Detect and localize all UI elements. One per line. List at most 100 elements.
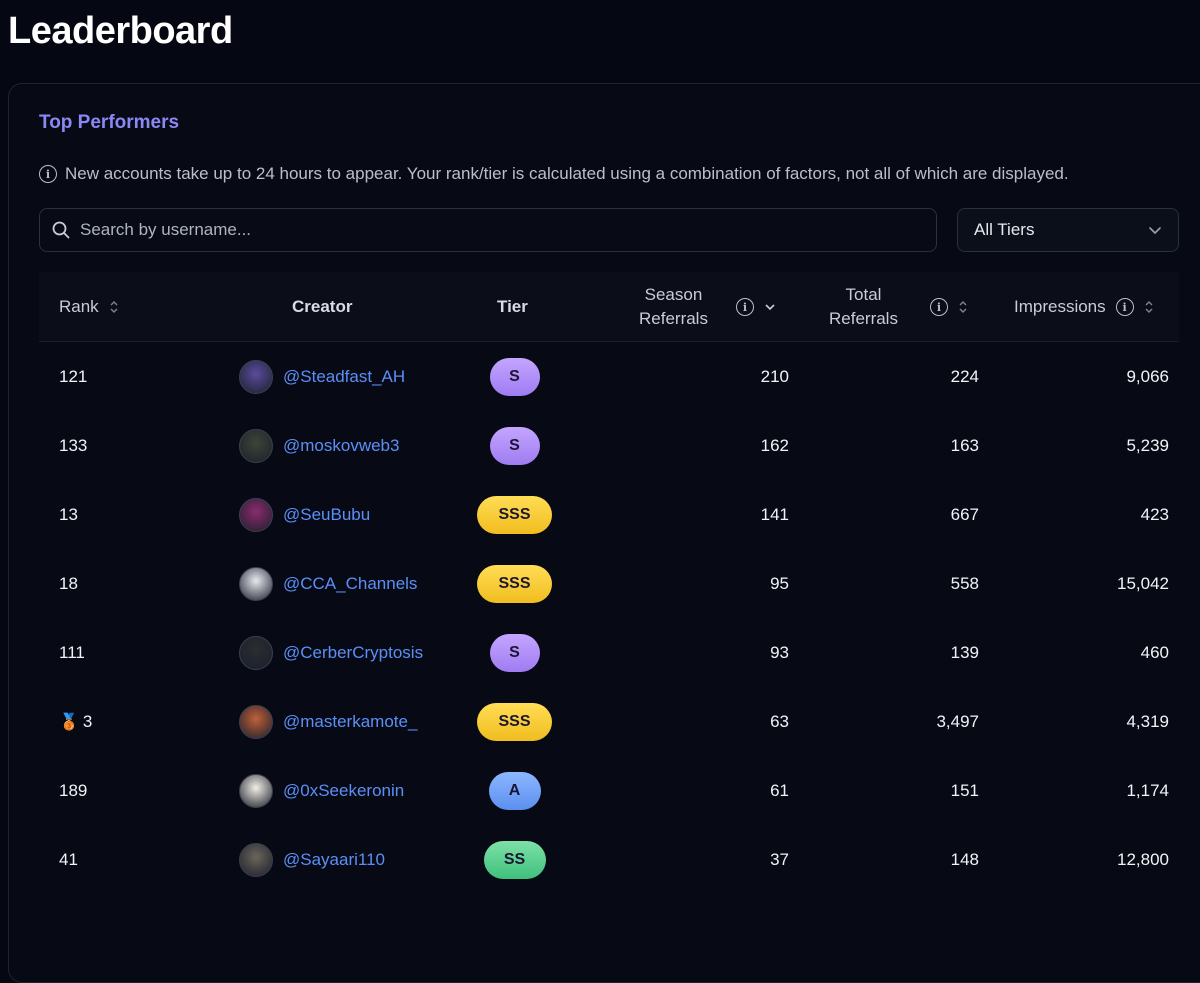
- tier-cell: SS: [477, 825, 552, 894]
- table-row[interactable]: 🥉 3 @masterkamote_ SSS 63 3,497 4,319: [39, 687, 1179, 756]
- creator-cell: @Sayaari110: [239, 825, 385, 894]
- impressions-value: 4,319: [1126, 711, 1169, 731]
- bronze-medal-icon: 🥉: [59, 713, 79, 731]
- header-season-line1: Season: [644, 285, 703, 304]
- tier-badge: SS: [483, 840, 546, 879]
- header-impressions[interactable]: Impressions i: [1014, 272, 1154, 342]
- creator-cell: @masterkamote_: [239, 687, 417, 756]
- table-row[interactable]: 41 @Sayaari110 SS 37 148 12,800: [39, 825, 1179, 894]
- table-row[interactable]: 13 @SeuBubu SSS 141 667 423: [39, 480, 1179, 549]
- table-row[interactable]: 111 @CerberCryptosis S 93 139 460: [39, 618, 1179, 687]
- tier-badge: S: [489, 357, 540, 396]
- tier-badge: A: [488, 771, 541, 810]
- search-icon: [52, 221, 70, 239]
- rank-cell: 121: [59, 342, 87, 411]
- table-row[interactable]: 133 @moskovweb3 S 162 163 5,239: [39, 411, 1179, 480]
- total-referrals-value: 224: [950, 366, 979, 386]
- sort-icon: [959, 301, 967, 313]
- creator-cell: @0xSeekeronin: [239, 756, 404, 825]
- avatar[interactable]: [239, 359, 273, 394]
- header-creator-label: Creator: [292, 297, 353, 316]
- creator-username-link[interactable]: @Sayaari110: [283, 849, 385, 869]
- header-creator: Creator: [292, 272, 352, 342]
- header-total-label: Total Referrals: [829, 283, 898, 331]
- avatar[interactable]: [239, 842, 273, 877]
- sort-icon: [1145, 301, 1153, 313]
- tier-cell: S: [477, 618, 552, 687]
- creator-username-link[interactable]: @SeuBubu: [283, 504, 371, 524]
- table-row[interactable]: 18 @CCA_Channels SSS 95 558 15,042: [39, 549, 1179, 618]
- avatar[interactable]: [239, 566, 273, 601]
- avatar[interactable]: [239, 428, 273, 463]
- impressions-value: 460: [1140, 642, 1169, 662]
- leaderboard-panel: Top Performers i New accounts take up to…: [8, 83, 1200, 983]
- creator-username-link[interactable]: @CCA_Channels: [283, 573, 418, 593]
- creator-cell: @CCA_Channels: [239, 549, 417, 618]
- total-referrals-value: 667: [950, 504, 979, 524]
- info-icon: i: [39, 165, 57, 183]
- search-input[interactable]: [80, 220, 900, 240]
- header-rank-label: Rank: [59, 297, 99, 316]
- tier-badge: SSS: [477, 702, 552, 741]
- rank-cell: 🥉 3: [59, 687, 92, 756]
- header-total-referrals[interactable]: Total Referrals i: [829, 272, 968, 342]
- season-referrals-value: 95: [770, 573, 789, 593]
- creator-username-link[interactable]: @masterkamote_: [283, 711, 418, 731]
- rank-value: 3: [82, 711, 93, 731]
- impressions-value: 5,239: [1126, 435, 1169, 455]
- tier-filter-value: All Tiers: [974, 220, 1035, 239]
- creator-username-link[interactable]: @CerberCryptosis: [283, 642, 424, 662]
- tier-cell: SSS: [477, 549, 552, 618]
- season-referrals-value: 93: [770, 642, 789, 662]
- rank-cell: 41: [59, 825, 78, 894]
- total-referrals-value: 151: [950, 780, 979, 800]
- creator-cell: @moskovweb3: [239, 411, 399, 480]
- tier-cell: S: [477, 411, 552, 480]
- creator-cell: @SeuBubu: [239, 480, 370, 549]
- rank-cell: 18: [59, 549, 78, 618]
- info-notice-text: New accounts take up to 24 hours to appe…: [65, 164, 1069, 183]
- impressions-value: 12,800: [1117, 849, 1169, 869]
- avatar[interactable]: [239, 635, 273, 670]
- tier-cell: A: [477, 756, 552, 825]
- header-tier-label: Tier: [497, 297, 528, 316]
- rank-value: 189: [59, 780, 88, 800]
- avatar[interactable]: [239, 497, 273, 532]
- rank-value: 18: [59, 573, 78, 593]
- rank-value: 111: [59, 642, 85, 662]
- leaderboard-rows: 121 @Steadfast_AH S 210 224 9,066 133 @m…: [39, 342, 1179, 894]
- header-impressions-label: Impressions: [1014, 297, 1106, 316]
- season-referrals-value: 63: [770, 711, 789, 731]
- table-row[interactable]: 189 @0xSeekeronin A 61 151 1,174: [39, 756, 1179, 825]
- avatar[interactable]: [239, 773, 273, 808]
- creator-cell: @CerberCryptosis: [239, 618, 423, 687]
- info-icon[interactable]: i: [1115, 298, 1134, 316]
- creator-username-link[interactable]: @0xSeekeronin: [283, 780, 405, 800]
- creator-username-link[interactable]: @moskovweb3: [283, 435, 400, 455]
- total-referrals-value: 3,497: [936, 711, 979, 731]
- header-total-line1: Total: [845, 285, 882, 304]
- header-rank[interactable]: Rank: [59, 272, 119, 342]
- rank-cell: 111: [59, 618, 85, 687]
- creator-username-link[interactable]: @Steadfast_AH: [283, 366, 406, 386]
- tier-cell: S: [477, 342, 552, 411]
- rank-value: 133: [59, 435, 88, 455]
- creator-cell: @Steadfast_AH: [239, 342, 405, 411]
- info-icon[interactable]: i: [735, 298, 754, 316]
- total-referrals-value: 163: [950, 435, 979, 455]
- section-title: Top Performers: [39, 112, 180, 133]
- avatar[interactable]: [239, 704, 273, 739]
- tier-badge: S: [489, 633, 540, 672]
- info-icon[interactable]: i: [929, 298, 948, 316]
- season-referrals-value: 162: [760, 435, 789, 455]
- tier-filter-select[interactable]: All Tiers: [957, 208, 1179, 252]
- rank-cell: 133: [59, 411, 87, 480]
- header-season-referrals[interactable]: Season Referrals i: [639, 272, 776, 342]
- season-referrals-value: 61: [770, 780, 789, 800]
- tier-badge: SSS: [477, 495, 552, 534]
- table-row[interactable]: 121 @Steadfast_AH S 210 224 9,066: [39, 342, 1179, 411]
- header-season-label: Season Referrals: [639, 283, 708, 331]
- search-box[interactable]: [39, 208, 937, 252]
- header-season-line2: Referrals: [639, 309, 708, 328]
- total-referrals-value: 139: [950, 642, 979, 662]
